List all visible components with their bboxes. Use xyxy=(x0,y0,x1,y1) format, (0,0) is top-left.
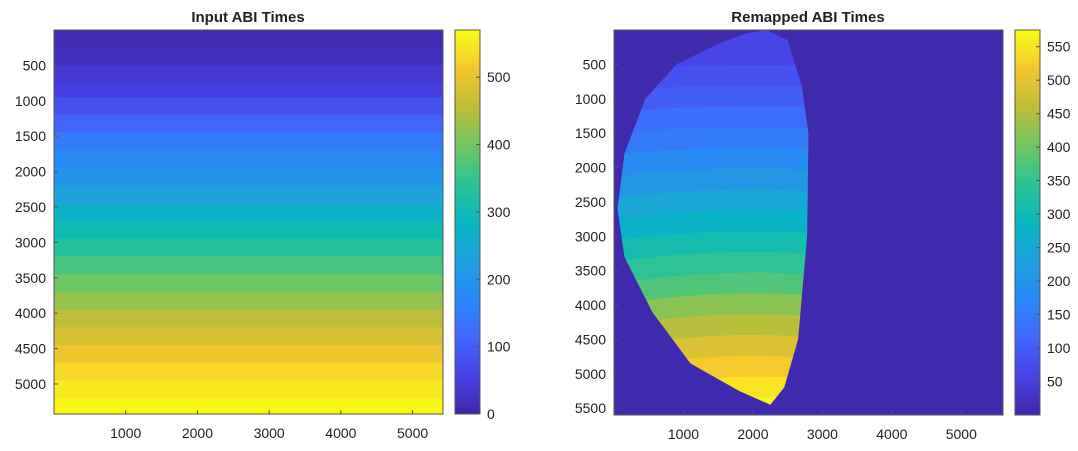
x-tick-label: 1000 xyxy=(668,426,699,442)
remapped-heatmap xyxy=(614,30,1003,415)
disk-band xyxy=(617,251,809,284)
colorbar-tick-label: 400 xyxy=(487,137,511,153)
heatmap-row-band xyxy=(54,380,443,399)
input-abi-times-panel: Input ABI Times 1000 2000 3000 4000 50005001… xyxy=(15,9,511,441)
colorbar-tick-label: 500 xyxy=(1047,72,1071,88)
remapped-plot-frame xyxy=(613,29,1004,416)
y-tick-label: 3000 xyxy=(575,228,606,244)
x-tick-label: 4000 xyxy=(325,425,356,441)
y-tick-label: 2500 xyxy=(575,194,606,210)
heatmap-row-band xyxy=(54,256,443,275)
heatmap-row-band xyxy=(54,345,443,364)
heatmap-row-band xyxy=(54,30,443,49)
y-tick-label: 3500 xyxy=(575,263,606,279)
colorbar-tick-label: 250 xyxy=(1047,240,1071,256)
y-tick-label: 500 xyxy=(583,56,607,72)
remapped-colorbar-ticks: 50 100 150 200 250 300 350 400 450 500 550 xyxy=(1036,39,1071,390)
heatmap-row-band xyxy=(54,238,443,258)
y-tick-label: 5000 xyxy=(575,366,606,382)
heatmap-row-band xyxy=(54,203,443,222)
heatmap-row-band xyxy=(54,185,443,205)
disk-band xyxy=(617,272,809,306)
colorbar-tick-label: 50 xyxy=(1047,374,1063,390)
y-tick-label: 4500 xyxy=(575,331,606,347)
x-tick-label: 5000 xyxy=(397,425,428,441)
colorbar-tick-label: 300 xyxy=(1047,206,1071,222)
input-plot-frame xyxy=(53,29,444,415)
y-tick-label: 1000 xyxy=(575,91,606,107)
x-tick-label: 2000 xyxy=(737,426,768,442)
heatmap-row-band xyxy=(54,309,443,328)
colorbar-tick-label: 100 xyxy=(1047,340,1071,356)
heatmap-row-band xyxy=(54,114,443,134)
heatmap-row-band xyxy=(54,150,443,169)
colorbar-tick-label: 200 xyxy=(1047,273,1071,289)
remapped-axes: 1000 2000 3000 4000 5000 500 1000 1500 2000 2500 3… xyxy=(575,56,977,442)
y-tick-label: 1500 xyxy=(575,125,606,141)
y-tick-label: 5500 xyxy=(575,400,606,416)
disk-band xyxy=(617,231,809,263)
heatmap-row-band xyxy=(54,221,443,240)
colorbar-tick-label: 400 xyxy=(1047,139,1071,155)
heatmap-row-band xyxy=(54,327,443,346)
y-tick-label: 1500 xyxy=(15,128,46,144)
disk-band xyxy=(617,293,809,327)
y-tick-label: 2000 xyxy=(575,160,606,176)
y-tick-label: 2500 xyxy=(15,199,46,215)
input-colorbar xyxy=(454,29,481,415)
heatmap-row-band xyxy=(54,274,443,293)
colorbar-tick-label: 550 xyxy=(1047,39,1071,55)
disk-band xyxy=(617,85,809,112)
heatmap-row-band xyxy=(54,132,443,151)
input-chart-title: Input ABI Times xyxy=(191,9,304,26)
disk-band xyxy=(617,189,809,220)
heatmap-row-band xyxy=(54,362,443,382)
x-tick-label: 3000 xyxy=(254,425,285,441)
heatmap-row-band xyxy=(54,83,443,98)
x-tick-label: 5000 xyxy=(946,426,977,442)
y-tick-label: 4500 xyxy=(15,341,46,357)
x-tick-label: 1000 xyxy=(110,425,141,441)
colorbar-tick-label: 300 xyxy=(487,204,511,220)
colorbar-tick-label: 150 xyxy=(1047,307,1071,323)
colorbar-tick-label: 500 xyxy=(487,69,511,85)
y-tick-label: 500 xyxy=(23,57,47,73)
y-tick-label: 1000 xyxy=(15,93,46,109)
heatmap-row-band xyxy=(54,168,443,187)
y-tick-label: 4000 xyxy=(575,297,606,313)
x-tick-label: 3000 xyxy=(807,426,838,442)
heatmap-row-band xyxy=(54,47,443,66)
heatmap-row-band xyxy=(54,398,443,415)
y-tick-label: 3500 xyxy=(15,270,46,286)
y-tick-label: 3000 xyxy=(15,234,46,250)
remapped-chart-title: Remapped ABI Times xyxy=(731,9,884,26)
colorbar-tick-label: 100 xyxy=(487,339,511,355)
remapped-abi-times-panel: Remapped ABI Times 1000 2000 3000 4000 5000 5… xyxy=(575,9,1071,442)
colorbar-tick-label: 350 xyxy=(1047,173,1071,189)
remapped-colorbar xyxy=(1014,29,1041,416)
y-tick-label: 2000 xyxy=(15,164,46,180)
colorbar-tick-label: 450 xyxy=(1047,106,1071,122)
disk-band xyxy=(617,127,809,155)
input-heatmap xyxy=(54,30,443,415)
heatmap-row-band xyxy=(54,291,443,311)
y-tick-label: 4000 xyxy=(15,305,46,321)
y-tick-label: 5000 xyxy=(15,376,46,392)
x-tick-label: 2000 xyxy=(182,425,213,441)
disk-band xyxy=(617,210,809,241)
x-tick-label: 4000 xyxy=(876,426,907,442)
colorbar-tick-label: 200 xyxy=(487,271,511,287)
disk-band xyxy=(617,106,809,133)
heatmap-row-band xyxy=(54,65,443,84)
heatmap-row-band xyxy=(54,97,443,116)
colorbar-tick-label: 0 xyxy=(487,406,495,422)
input-colorbar-ticks: 0 100 200 300 400 500 xyxy=(476,69,511,422)
input-axes: 1000 2000 3000 4000 5000 500 1000 1500 2000 2500 3… xyxy=(15,57,429,441)
